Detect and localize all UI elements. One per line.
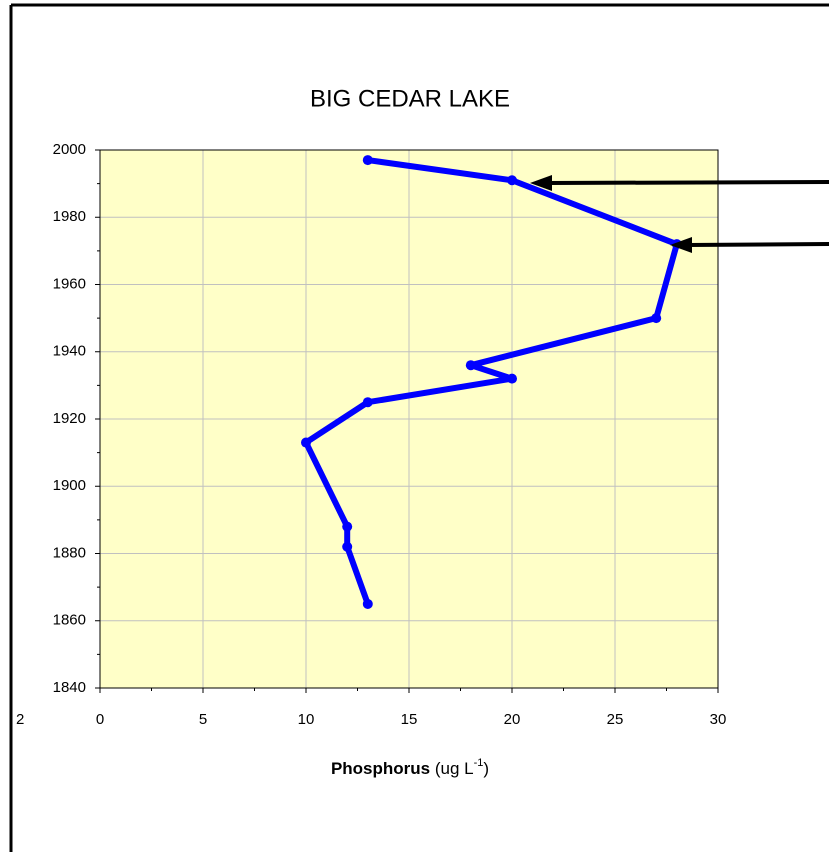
y-tick-label: 1980	[53, 208, 86, 225]
arrow-line	[687, 242, 829, 247]
x-tick-label: 30	[710, 711, 727, 728]
data-point	[342, 541, 353, 552]
x-tick-label: 5	[199, 711, 207, 728]
x-tick-label: 25	[607, 711, 624, 728]
data-point	[507, 175, 517, 186]
y-tick-label: 1920	[53, 410, 86, 427]
x-tick-label: 0	[96, 711, 104, 728]
marks	[301, 155, 682, 609]
data-point	[465, 360, 476, 371]
arrow-head	[670, 237, 692, 253]
arrow-line	[547, 180, 829, 185]
data-point	[342, 521, 353, 532]
data-point	[362, 397, 373, 408]
grid	[95, 149, 719, 693]
y-tick-label: 1880	[53, 544, 86, 561]
y-tick-label: 2000	[53, 141, 86, 158]
data-point	[362, 598, 373, 609]
arrow-head	[530, 175, 552, 191]
y-tick-label: 1940	[53, 343, 86, 360]
x-label-end: )	[483, 759, 489, 778]
arrows	[530, 175, 829, 253]
data-point	[651, 313, 662, 324]
x-label-sup: -1	[474, 757, 484, 769]
x-tick-label: 10	[298, 711, 315, 728]
x-label-text: (ug L	[430, 759, 473, 778]
data-point	[362, 155, 373, 166]
y-tick-label: 1840	[53, 679, 86, 696]
y-tick-label: 1860	[53, 612, 86, 629]
data-point	[301, 437, 311, 448]
x-label-bold: Phosphorus	[331, 759, 430, 778]
chart-title: BIG CEDAR LAKE	[310, 85, 510, 112]
y-tick-label: 1960	[53, 275, 86, 292]
plot-border	[99, 149, 719, 689]
stray-label: 2	[16, 711, 24, 728]
x-tick-label: 15	[401, 711, 418, 728]
data-point	[507, 373, 517, 384]
x-tick-label: 20	[504, 711, 521, 728]
x-axis-label: Phosphorus (ug L-1)	[331, 757, 489, 779]
y-tick-label: 1900	[53, 477, 86, 494]
